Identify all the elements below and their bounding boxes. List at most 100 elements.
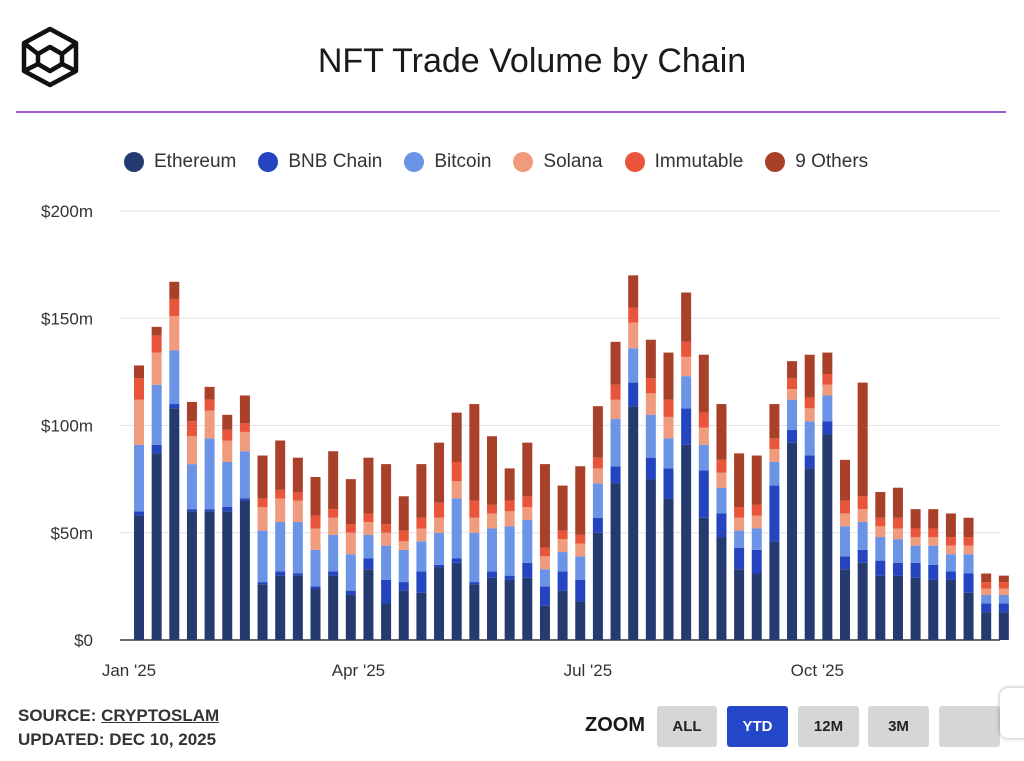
bar-segment-solana[interactable]	[416, 528, 427, 542]
bar-segment-bnb-chain[interactable]	[734, 547, 745, 570]
bar-segment-9-others[interactable]	[610, 341, 621, 385]
bar-segment-immutable[interactable]	[328, 509, 339, 518]
bar-segment-ethereum[interactable]	[840, 569, 850, 640]
bar-segment-9-others[interactable]	[469, 404, 480, 501]
bar-segment-ethereum[interactable]	[134, 515, 144, 640]
bar-segment-solana[interactable]	[345, 532, 356, 555]
bar-segment-bitcoin[interactable]	[787, 399, 798, 430]
bar-segment-immutable[interactable]	[945, 537, 956, 546]
bar-segment-ethereum[interactable]	[416, 592, 427, 640]
bar-segment-bnb-chain[interactable]	[557, 571, 568, 591]
bar-segment-9-others[interactable]	[804, 354, 815, 398]
bar-segment-immutable[interactable]	[204, 399, 215, 411]
bar-segment-bitcoin[interactable]	[345, 554, 356, 591]
bar-segment-bitcoin[interactable]	[575, 556, 586, 580]
bar-segment-bitcoin[interactable]	[381, 545, 392, 580]
bar-segment-immutable[interactable]	[610, 384, 621, 400]
bar-segment-bnb-chain[interactable]	[804, 455, 815, 469]
bar-segment-ethereum[interactable]	[892, 575, 903, 640]
bar-segment-bnb-chain[interactable]	[716, 513, 727, 538]
bar-segment-solana[interactable]	[716, 472, 727, 488]
bar-segment-ethereum[interactable]	[257, 584, 268, 640]
bar-segment-9-others[interactable]	[628, 275, 639, 308]
bar-segment-ethereum[interactable]	[945, 579, 956, 640]
bar-segment-bitcoin[interactable]	[539, 569, 550, 587]
bar-segment-9-others[interactable]	[328, 451, 339, 510]
bar-segment-9-others[interactable]	[945, 513, 956, 538]
bar-segment-ethereum[interactable]	[292, 575, 303, 640]
bar-segment-9-others[interactable]	[840, 459, 850, 501]
bar-segment-immutable[interactable]	[469, 500, 480, 518]
bar-segment-bitcoin[interactable]	[681, 376, 692, 409]
bar-segment-bnb-chain[interactable]	[575, 579, 586, 602]
bar-segment-ethereum[interactable]	[575, 601, 586, 640]
bar-segment-immutable[interactable]	[451, 461, 462, 482]
bar-segment-9-others[interactable]	[822, 352, 833, 375]
zoom-all-button[interactable]: ALL	[657, 706, 717, 747]
bar-segment-bnb-chain[interactable]	[222, 507, 233, 512]
bar-segment-9-others[interactable]	[363, 457, 374, 514]
bar-segment-9-others[interactable]	[275, 440, 286, 490]
bar-segment-solana[interactable]	[981, 588, 992, 595]
bar-segment-ethereum[interactable]	[592, 532, 603, 640]
bar-segment-bitcoin[interactable]	[981, 594, 992, 604]
zoom-12m-button[interactable]: 12M	[798, 706, 859, 747]
bar-segment-ethereum[interactable]	[716, 537, 727, 640]
bar-segment-9-others[interactable]	[522, 442, 533, 497]
bar-segment-bitcoin[interactable]	[363, 534, 374, 559]
bar-segment-solana[interactable]	[769, 449, 780, 462]
bar-segment-immutable[interactable]	[292, 492, 303, 501]
bar-segment-immutable[interactable]	[769, 438, 780, 450]
bar-segment-immutable[interactable]	[910, 528, 921, 538]
bar-segment-bitcoin[interactable]	[751, 528, 762, 550]
bar-segment-solana[interactable]	[151, 352, 162, 385]
bar-segment-immutable[interactable]	[681, 341, 692, 357]
zoom-ytd-button[interactable]: YTD	[727, 706, 788, 747]
bar-segment-9-others[interactable]	[169, 281, 180, 299]
bar-segment-ethereum[interactable]	[504, 579, 515, 640]
bar-segment-bitcoin[interactable]	[945, 554, 956, 572]
bar-segment-ethereum[interactable]	[998, 612, 1009, 640]
bar-segment-ethereum[interactable]	[239, 500, 250, 640]
bar-segment-bitcoin[interactable]	[169, 350, 180, 405]
bar-segment-immutable[interactable]	[186, 421, 197, 437]
bar-segment-immutable[interactable]	[275, 489, 286, 499]
bar-segment-bitcoin[interactable]	[698, 444, 709, 471]
bar-segment-solana[interactable]	[381, 532, 392, 546]
bar-segment-9-others[interactable]	[698, 354, 709, 413]
legend-item-bnb-chain[interactable]: BNB Chain	[258, 151, 382, 173]
bar-segment-ethereum[interactable]	[681, 444, 692, 640]
bar-segment-bitcoin[interactable]	[151, 384, 162, 445]
bar-segment-bitcoin[interactable]	[857, 522, 868, 550]
bar-segment-solana[interactable]	[204, 410, 215, 439]
bar-segment-immutable[interactable]	[822, 374, 833, 385]
bar-segment-immutable[interactable]	[734, 507, 745, 518]
bar-segment-ethereum[interactable]	[345, 594, 356, 640]
bar-segment-immutable[interactable]	[134, 378, 144, 400]
bar-segment-ethereum[interactable]	[381, 603, 392, 640]
bar-segment-immutable[interactable]	[416, 517, 427, 529]
bar-segment-solana[interactable]	[698, 427, 709, 445]
bar-segment-ethereum[interactable]	[698, 517, 709, 640]
bar-segment-immutable[interactable]	[522, 496, 533, 508]
bar-segment-9-others[interactable]	[557, 485, 568, 531]
bar-segment-immutable[interactable]	[892, 517, 903, 529]
bar-segment-solana[interactable]	[186, 436, 197, 465]
bar-segment-ethereum[interactable]	[557, 590, 568, 640]
bar-segment-bitcoin[interactable]	[963, 554, 974, 574]
bar-segment-bitcoin[interactable]	[892, 539, 903, 563]
bar-segment-bitcoin[interactable]	[928, 545, 939, 565]
bar-segment-immutable[interactable]	[804, 397, 815, 409]
bar-segment-bnb-chain[interactable]	[645, 457, 656, 480]
bar-segment-9-others[interactable]	[451, 412, 462, 462]
bar-segment-solana[interactable]	[434, 517, 445, 533]
bar-segment-9-others[interactable]	[504, 468, 515, 501]
bar-segment-ethereum[interactable]	[804, 468, 815, 640]
bar-segment-bnb-chain[interactable]	[310, 586, 321, 589]
bar-segment-ethereum[interactable]	[663, 498, 674, 640]
bar-segment-bnb-chain[interactable]	[345, 590, 356, 595]
bar-segment-solana[interactable]	[751, 515, 762, 529]
bar-segment-ethereum[interactable]	[204, 511, 215, 640]
bar-segment-solana[interactable]	[734, 517, 745, 531]
bar-segment-ethereum[interactable]	[910, 577, 921, 640]
